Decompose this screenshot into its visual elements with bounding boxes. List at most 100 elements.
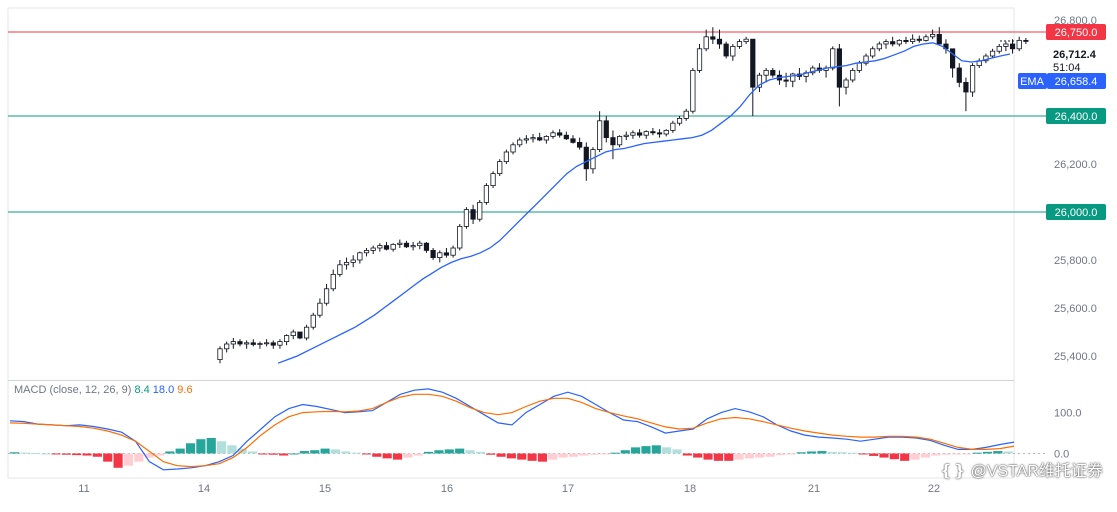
macd-histogram-bar: [682, 453, 692, 456]
macd-histogram-bar: [10, 452, 20, 454]
watermark: ❴❵ @VSTAR维托证券: [939, 463, 1103, 480]
macd-histogram-bar: [248, 451, 258, 454]
candle-body: [597, 120, 603, 151]
ema-value: 26,658.4: [1055, 76, 1098, 88]
candle-body: [703, 36, 709, 50]
candle-body: [403, 242, 410, 248]
macd-legend: MACD (close, 12, 26, 9) 8.4 18.0 9.6: [14, 384, 193, 396]
candle-body: [723, 43, 729, 57]
price-tick-label: 25,800.0: [1054, 255, 1097, 267]
x-tick-label: 16: [441, 483, 453, 495]
candle-body: [290, 331, 296, 336]
candle-body: [257, 343, 263, 345]
candle-body: [563, 134, 569, 140]
macd-histogram-bar: [92, 453, 102, 457]
candle-body: [330, 273, 336, 290]
macd-histogram-bar: [827, 451, 837, 454]
macd-histogram-bar: [72, 453, 82, 456]
macd-histogram-bar: [889, 453, 899, 460]
macd-histogram-bar: [869, 453, 879, 456]
macd-histogram-bar: [517, 453, 527, 460]
level-label: 26,750.0: [1055, 27, 1098, 39]
macd-histogram-bar: [455, 448, 465, 454]
candle-body: [1016, 40, 1022, 50]
candle-body: [237, 341, 243, 345]
macd-histogram-bar: [713, 453, 723, 461]
candle-body: [470, 209, 476, 220]
level-label: 26,400.0: [1055, 111, 1098, 123]
candle-body: [463, 209, 470, 227]
candle-body: [690, 70, 696, 112]
macd-histogram-bar: [941, 453, 951, 455]
candle-body: [224, 343, 230, 350]
candle-body: [397, 242, 403, 245]
macd-histogram-bar: [496, 453, 506, 457]
macd-histogram-bar: [475, 451, 485, 454]
macd-histogram-bar: [817, 451, 827, 454]
macd-histogram-bar: [631, 447, 641, 454]
macd-histogram-bar: [693, 453, 703, 458]
signal-line: [9, 393, 1015, 468]
candle-body: [930, 34, 936, 38]
macd-histogram-bar: [175, 448, 185, 454]
candle-body: [683, 110, 689, 119]
macd-histogram-bar: [951, 453, 962, 455]
candle-body: [636, 132, 643, 136]
macd-histogram-bar: [755, 453, 765, 458]
candle-body: [910, 38, 916, 43]
candle-body: [696, 48, 703, 71]
macd-histogram-bar: [320, 448, 330, 454]
candle-body: [770, 70, 776, 76]
candle-body: [450, 247, 456, 256]
candle-body: [217, 348, 223, 360]
candle-body: [370, 247, 376, 251]
last-price-label: 26,712.4: [1053, 49, 1097, 61]
candle-body: [543, 135, 549, 141]
macd-histogram-bar: [289, 453, 299, 455]
candle-body: [483, 185, 490, 203]
macd-legend-value: 9.6: [177, 384, 192, 396]
candle-body: [670, 122, 676, 131]
macd-histogram-bar: [258, 453, 268, 455]
macd-histogram-bar: [154, 453, 165, 456]
candle-body: [763, 70, 769, 76]
candle-body: [623, 134, 629, 137]
macd-histogram-bar: [724, 453, 734, 461]
macd-histogram-bar: [51, 453, 61, 455]
candle-body: [790, 73, 796, 82]
ema-tag: EMA: [1020, 76, 1045, 88]
macd-histogram-bar: [330, 449, 341, 454]
macd-histogram-bar: [206, 437, 216, 454]
macd-histogram-bar: [113, 453, 123, 468]
candle-body: [303, 326, 310, 339]
macd-histogram-bar: [848, 452, 858, 454]
macd-histogram-bar: [568, 453, 579, 457]
candle-body: [337, 264, 343, 275]
candle-body: [916, 38, 922, 41]
countdown-label: 51:04: [1053, 62, 1081, 74]
candle-body: [557, 132, 563, 136]
price-tick-label: 25,400.0: [1054, 351, 1097, 363]
macd-histogram-bar: [806, 451, 817, 454]
candle-body: [710, 36, 716, 40]
macd-histogram-bar: [651, 445, 661, 454]
candle-body: [537, 137, 543, 141]
candle-body: [383, 245, 390, 250]
macd-histogram-bar: [1003, 451, 1013, 454]
candle-body: [656, 132, 663, 135]
macd-histogram-bar: [982, 451, 993, 454]
candle-body: [969, 65, 976, 93]
candle-body: [270, 342, 276, 346]
macd-histogram-bar: [310, 450, 320, 454]
candle-body: [410, 245, 416, 248]
macd-histogram-bar: [165, 451, 175, 454]
x-tick-label: 18: [684, 483, 696, 495]
candle-body: [963, 82, 969, 93]
candle-body: [1003, 43, 1009, 47]
x-tick-label: 17: [562, 483, 574, 495]
candle-body: [950, 48, 956, 69]
candle-body: [896, 40, 902, 45]
macd-histogram-bar: [910, 453, 920, 460]
macd-histogram-bar: [361, 453, 372, 455]
